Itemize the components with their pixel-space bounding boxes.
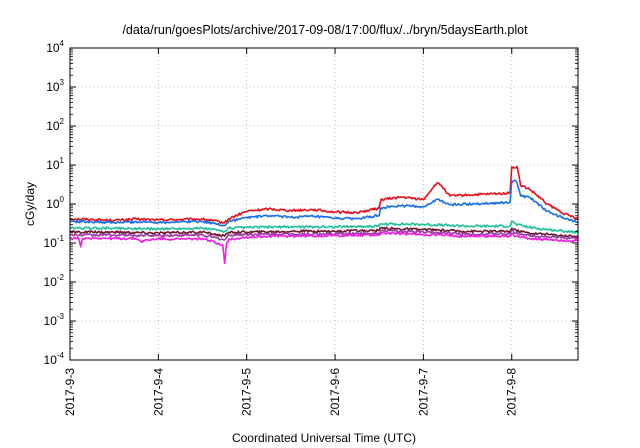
y-tick-label: 104 — [46, 39, 64, 55]
x-tick-label: 2017-9-6 — [328, 368, 342, 416]
y-tick-label: 102 — [46, 117, 64, 133]
x-tick-label: 2017-9-7 — [416, 368, 430, 416]
x-axis-label: Coordinated Universal Time (UTC) — [232, 431, 416, 445]
series-line-5 — [69, 229, 579, 241]
x-tick-label: 2017-9-3 — [63, 368, 77, 416]
x-tick-label: 2017-9-4 — [151, 368, 165, 416]
axes: 10-4 10-3 10-2 10-1 100 101 102 103 104 2017-9-3 2… — [44, 39, 578, 416]
y-tick-label: 10-4 — [44, 351, 65, 367]
series-line-3 — [69, 220, 579, 234]
series-line-1 — [69, 165, 579, 224]
y-tick-label: 100 — [46, 195, 64, 211]
y-tick-label: 10-2 — [44, 273, 65, 289]
series-line-2 — [69, 179, 579, 227]
y-tick-label: 103 — [46, 78, 64, 94]
x-tick-label: 2017-9-5 — [240, 368, 254, 416]
x-tick-label: 2017-9-8 — [505, 368, 519, 416]
y-tick-label: 10-3 — [44, 312, 65, 328]
grid — [70, 48, 578, 360]
series-layer — [69, 165, 579, 265]
y-tick-label: 101 — [46, 156, 64, 172]
y-tick-label: 10-1 — [44, 234, 65, 250]
y-axis-label: cGy/day — [23, 182, 37, 226]
series-line-4 — [69, 226, 579, 238]
chart-title: /data/run/goesPlots/archive/2017-09-08/1… — [122, 23, 528, 37]
series-line-6 — [69, 231, 579, 265]
